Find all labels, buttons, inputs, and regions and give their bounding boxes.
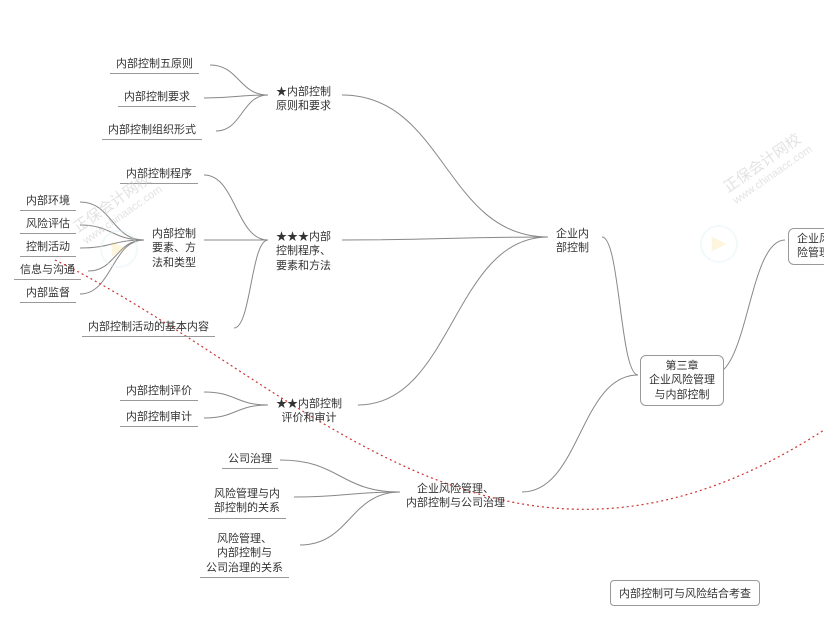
- mindmap-node-b1: 内部环境: [20, 192, 76, 211]
- mindmap-node-qyfxgl: 企业风险管理、内部控制与公司治理: [402, 480, 509, 513]
- watermark-text: 正保会计网校www.chinaacc.com: [719, 126, 815, 207]
- mindmap-node-b3: 控制活动: [20, 238, 76, 257]
- mindmap-node-s1: ★内部控制原则和要求: [272, 83, 335, 116]
- connector: [210, 65, 268, 95]
- mindmap-node-b2: 风险评估: [20, 215, 76, 234]
- connector: [712, 240, 785, 375]
- mindmap-node-b0: 内部控制程序: [120, 165, 198, 184]
- annotation-box: 内部控制可与风险结合考查: [610, 580, 760, 606]
- mindmap-node-s3: ★★内部控制评价和审计: [272, 395, 346, 428]
- mindmap-node-qynbkz: 企业内部控制: [552, 225, 593, 258]
- connector: [204, 175, 268, 240]
- mindmap-node-b5: 内部监督: [20, 284, 76, 303]
- mindmap-node-b_mid: 内部控制要素、方法和类型: [148, 225, 200, 272]
- connector: [522, 375, 638, 492]
- mindmap-node-d3: 风险管理、内部控制与公司治理的关系: [200, 530, 289, 578]
- connector: [88, 240, 144, 271]
- connector: [204, 405, 268, 418]
- mindmap-node-s2: ★★★内部控制程序、要素和方法: [272, 228, 335, 275]
- connector: [300, 492, 400, 545]
- connector: [80, 240, 144, 294]
- connector: [294, 492, 400, 497]
- mindmap-node-a1: 内部控制五原则: [110, 55, 199, 74]
- mindmap-node-a3: 内部控制组织形式: [102, 121, 202, 140]
- connector: [342, 95, 548, 237]
- mindmap-node-d2: 风险管理与内部控制的关系: [208, 485, 286, 519]
- mindmap-node-chapter: 第三章企业风险管理与内部控制: [640, 355, 724, 406]
- connector: [216, 95, 268, 131]
- connector: [358, 237, 548, 405]
- mindmap-node-c1: 内部控制评价: [120, 382, 198, 401]
- connector: [204, 392, 268, 405]
- mindmap-node-root_right: 企业风险管理: [788, 228, 824, 265]
- mindmap-node-b4: 信息与沟通: [14, 261, 81, 280]
- mindmap-node-c2: 内部控制审计: [120, 408, 198, 427]
- connector: [280, 460, 400, 492]
- watermark-logo: [700, 225, 738, 263]
- connector: [342, 237, 548, 240]
- connector: [80, 202, 144, 240]
- mindmap-node-b6: 内部控制活动的基本内容: [82, 318, 215, 337]
- mindmap-node-a2: 内部控制要求: [118, 88, 196, 107]
- watermark-logo: [100, 230, 138, 268]
- connector: [80, 240, 144, 248]
- connector: [204, 95, 268, 98]
- connector: [234, 240, 268, 328]
- connector: [80, 225, 144, 240]
- connector: [602, 237, 638, 375]
- mindmap-node-d1: 公司治理: [222, 450, 278, 469]
